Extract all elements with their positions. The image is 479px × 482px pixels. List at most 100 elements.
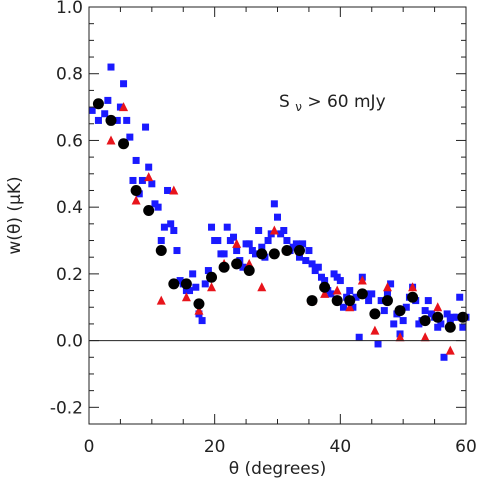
black-circle-point — [180, 278, 192, 290]
black-circle-point — [419, 315, 431, 327]
blue-square-point — [365, 297, 373, 305]
blue-square-point — [459, 323, 467, 331]
annotation-threshold: > 60 mJy — [307, 92, 385, 112]
red-triangle-point — [345, 302, 355, 312]
black-circle-point — [369, 308, 381, 320]
blue-square-point — [270, 200, 278, 208]
blue-square-point — [258, 243, 266, 251]
black-circle-point — [231, 258, 243, 270]
blue-square-point — [456, 293, 464, 301]
blue-square-point — [173, 247, 181, 255]
blue-square-point — [352, 293, 360, 301]
black-circle-point — [356, 288, 368, 300]
blue-square-point — [283, 237, 291, 245]
blue-square-point — [399, 317, 407, 325]
blue-square-point — [355, 333, 363, 341]
blue-square-point — [336, 277, 344, 285]
blue-square-point — [402, 303, 410, 311]
black-circle-point — [155, 245, 167, 257]
blue-square-point — [421, 307, 429, 315]
red-triangle-point — [131, 195, 141, 205]
black-circle-point — [268, 248, 280, 260]
black-circle-point — [130, 184, 142, 196]
blue-square-point — [157, 237, 165, 245]
blue-square-point — [164, 186, 172, 194]
black-circle-point — [319, 281, 331, 293]
blue-square-point — [113, 116, 121, 124]
blue-square-point — [104, 96, 112, 104]
black-circle-point — [344, 295, 356, 307]
black-circle-point — [306, 295, 318, 307]
blue-square-point — [437, 320, 445, 328]
blue-square-point — [154, 203, 162, 211]
blue-square-point — [214, 237, 222, 245]
red-triangle-point — [194, 305, 204, 315]
blue-square-point — [295, 253, 303, 261]
black-circle-point — [457, 311, 469, 323]
flux-cut-annotation: S ν > 60 mJy — [279, 92, 386, 116]
blue-square-point — [321, 277, 329, 285]
blue-square-point — [252, 250, 260, 258]
black-circle-point — [105, 114, 117, 126]
black-circle-point — [193, 298, 205, 310]
blue-square-point — [440, 353, 448, 361]
blue-square-point — [443, 310, 451, 318]
blue-square-point — [116, 103, 124, 111]
blue-square-point — [126, 133, 134, 141]
black-circle-point — [143, 204, 155, 216]
red-triangle-point — [357, 275, 367, 285]
blue-square-point — [374, 340, 382, 348]
black-circle-point — [168, 278, 180, 290]
blue-square-point — [223, 223, 231, 231]
blue-square-point — [424, 297, 432, 305]
blue-square-point — [230, 233, 238, 241]
blue-square-point — [132, 156, 140, 164]
blue-square-point — [305, 247, 313, 255]
red-triangle-point — [332, 285, 342, 295]
blue-square-point — [94, 116, 102, 124]
blue-square-point — [453, 313, 461, 321]
blue-square-point — [101, 110, 109, 118]
blue-square-point — [192, 283, 200, 291]
blue-square-point — [280, 227, 288, 235]
red-triangle-point — [207, 282, 217, 292]
red-triangle-point — [144, 172, 154, 182]
annotation-symbol: S — [279, 92, 290, 112]
black-circle-point — [381, 295, 393, 307]
red-triangle-point — [370, 325, 380, 335]
blue-square-point — [245, 240, 253, 248]
blue-square-point — [186, 287, 194, 295]
y-tick-label: 0.4 — [56, 198, 83, 218]
blue-square-point — [204, 267, 212, 275]
tick-labels: 0 20 40 60 -0.2 0.0 0.2 0.4 0.6 0.8 1.0 — [50, 0, 477, 457]
red-triangle-point — [408, 282, 418, 292]
blue-square-point — [380, 307, 388, 315]
blue-square-point — [198, 317, 206, 325]
blue-square-point — [167, 220, 175, 228]
blue-square-point — [160, 223, 168, 231]
black-circle-point — [331, 295, 343, 307]
blue-square-point — [274, 213, 281, 221]
axis-ticks — [88, 6, 467, 425]
x-tick-label: 60 — [455, 437, 477, 457]
blue-square-point — [120, 80, 128, 88]
red-triangle-point — [382, 282, 392, 292]
red-triangle-point — [119, 102, 129, 112]
y-axis-title: w(θ) (μK) — [5, 176, 25, 254]
x-tick-label: 20 — [204, 437, 226, 457]
blue-square-point — [138, 176, 146, 184]
blue-square-point — [292, 240, 300, 248]
blue-square-point — [327, 290, 335, 298]
red-triangle-point — [232, 238, 242, 248]
black-circle-point — [407, 291, 419, 303]
blue-square-point — [201, 280, 209, 288]
y-tick-label: 0.0 — [56, 332, 83, 352]
y-tick-label: 0.6 — [56, 131, 83, 151]
black-circle-point — [293, 245, 305, 257]
red-triangle-point — [181, 292, 191, 302]
blue-square-point — [339, 303, 347, 311]
red-triangle-point — [395, 332, 405, 342]
blue-square-point — [123, 116, 131, 124]
annotation-subscript: ν — [295, 100, 302, 114]
